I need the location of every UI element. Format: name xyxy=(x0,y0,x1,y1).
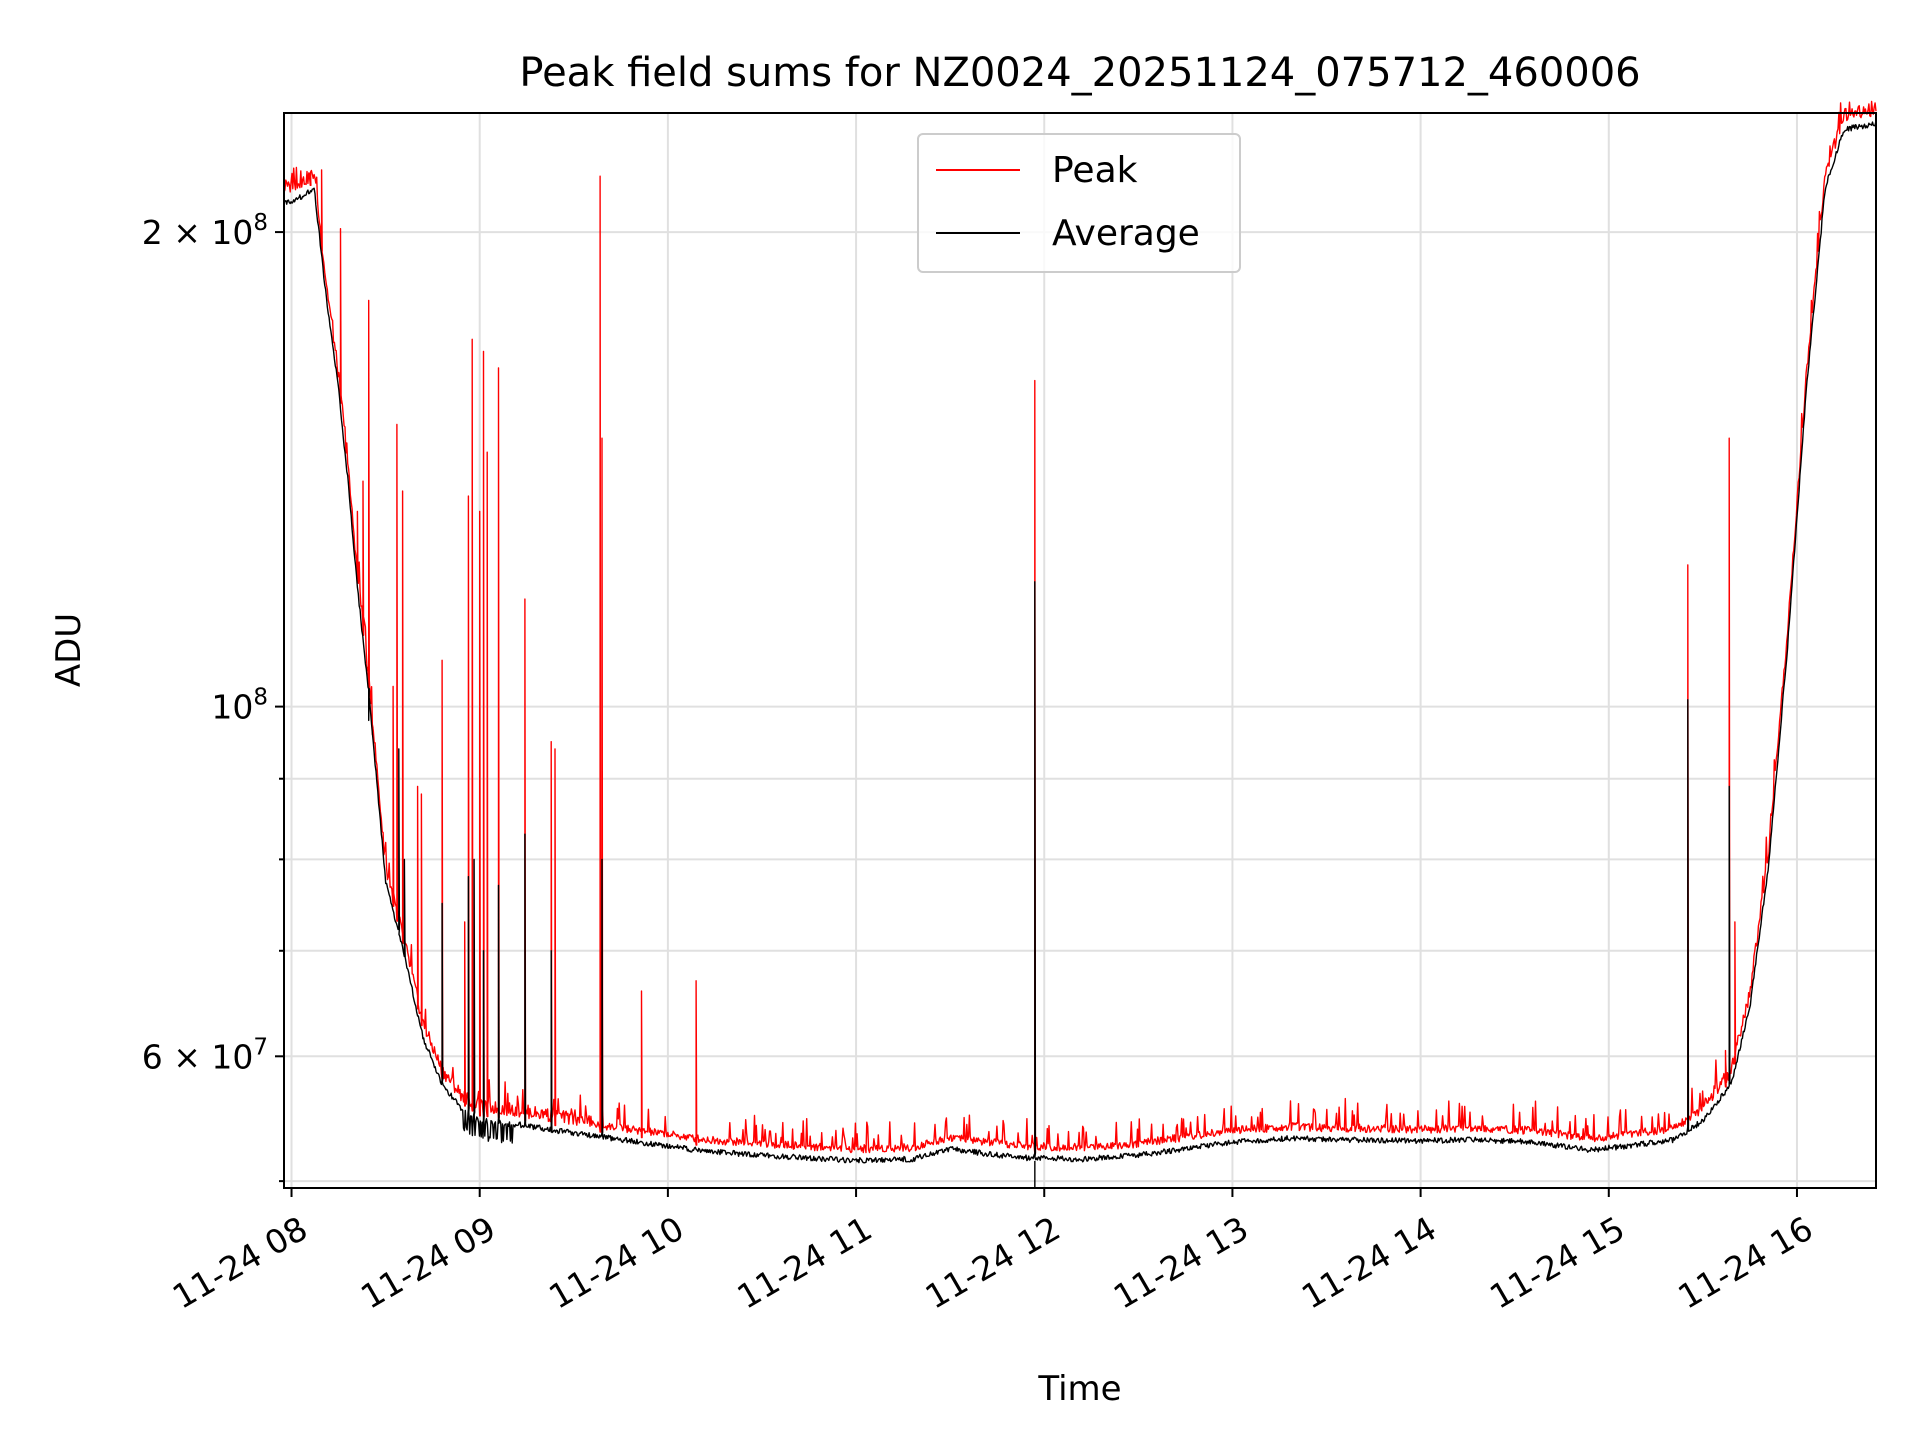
series-average xyxy=(283,120,1877,1164)
x-tick-label: 11-24 11 xyxy=(730,1209,878,1317)
y-tick-label: 2 × 108 xyxy=(142,210,268,252)
chart-title: Peak field sums for NZ0024_20251124_0757… xyxy=(519,50,1640,96)
legend: Peak Average xyxy=(917,133,1241,273)
x-tick-label: 11-24 12 xyxy=(919,1209,1067,1317)
series-peak xyxy=(283,100,1877,1154)
x-tick-label: 11-24 08 xyxy=(166,1209,314,1317)
x-tick-label: 11-24 15 xyxy=(1483,1209,1631,1317)
x-tick-label: 11-24 13 xyxy=(1107,1209,1255,1317)
legend-label-peak: Peak xyxy=(1052,150,1138,191)
x-tick-label: 11-24 14 xyxy=(1295,1209,1443,1317)
x-axis: 11-24 08 11-24 09 11-24 10 11-24 11 11-24 12… xyxy=(166,1188,1819,1317)
plot-series xyxy=(283,100,1877,1188)
x-tick-label: 11-24 09 xyxy=(354,1209,502,1317)
y-axis: 6 × 107 108 2 × 108 xyxy=(142,210,284,1183)
plot-frame xyxy=(283,112,1877,1189)
y-axis-label: ADU xyxy=(49,613,89,687)
x-tick-label: 11-24 10 xyxy=(542,1209,690,1317)
x-tick-label: 11-24 16 xyxy=(1671,1209,1819,1317)
grid xyxy=(284,113,1876,1188)
y-tick-label: 6 × 107 xyxy=(142,1034,268,1076)
legend-box xyxy=(917,133,1241,273)
legend-label-average: Average xyxy=(1052,213,1200,254)
x-axis-label: Time xyxy=(1037,1369,1121,1409)
y-tick-label: 108 xyxy=(211,685,268,727)
